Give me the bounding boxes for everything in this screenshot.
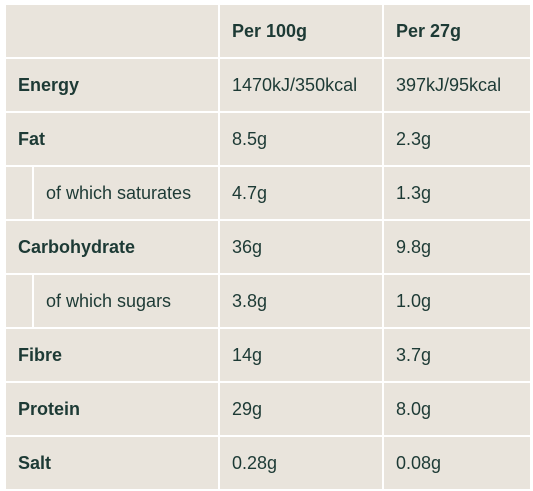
header-label-cell xyxy=(4,3,220,59)
nutrient-label-fibre: Fibre xyxy=(4,327,220,383)
indent-divider xyxy=(7,168,34,218)
nutrient-label-salt: Salt xyxy=(4,435,220,491)
indent-divider xyxy=(7,276,34,326)
value-per-serving: 2.3g xyxy=(382,111,532,167)
nutrient-label-sugars: of which sugars xyxy=(46,290,172,311)
table-row: Energy 1470kJ/350kcal 397kJ/95kcal xyxy=(4,57,532,113)
value-per-100g: 3.8g xyxy=(218,273,384,329)
value-per-100g: 29g xyxy=(218,381,384,437)
value-per-serving: 1.0g xyxy=(382,273,532,329)
value-per-serving: 397kJ/95kcal xyxy=(382,57,532,113)
table-row: Fat 8.5g 2.3g xyxy=(4,111,532,167)
table-row: Fibre 14g 3.7g xyxy=(4,327,532,383)
nutrient-label-saturates: of which saturates xyxy=(46,182,192,203)
table-row: Carbohydrate 36g 9.8g xyxy=(4,219,532,275)
nutrient-sub-cell: of which saturates xyxy=(4,165,220,221)
value-per-serving: 1.3g xyxy=(382,165,532,221)
nutrient-label-fat: Fat xyxy=(4,111,220,167)
nutrient-label-protein: Protein xyxy=(4,381,220,437)
header-per-serving: Per 27g xyxy=(382,3,532,59)
header-row: Per 100g Per 27g xyxy=(4,3,532,59)
value-per-100g: 1470kJ/350kcal xyxy=(218,57,384,113)
value-per-serving: 3.7g xyxy=(382,327,532,383)
value-per-100g: 14g xyxy=(218,327,384,383)
value-per-serving: 8.0g xyxy=(382,381,532,437)
nutrient-sub-cell: of which sugars xyxy=(4,273,220,329)
nutrient-label-carbohydrate: Carbohydrate xyxy=(4,219,220,275)
table-row: of which sugars 3.8g 1.0g xyxy=(4,273,532,329)
value-per-100g: 4.7g xyxy=(218,165,384,221)
table-row: Salt 0.28g 0.08g xyxy=(4,435,532,491)
value-per-serving: 9.8g xyxy=(382,219,532,275)
table-row: Protein 29g 8.0g xyxy=(4,381,532,437)
value-per-100g: 8.5g xyxy=(218,111,384,167)
table-row: of which saturates 4.7g 1.3g xyxy=(4,165,532,221)
value-per-100g: 36g xyxy=(218,219,384,275)
nutrient-label-energy: Energy xyxy=(4,57,220,113)
nutrition-table: Per 100g Per 27g Energy 1470kJ/350kcal 3… xyxy=(4,3,532,491)
value-per-100g: 0.28g xyxy=(218,435,384,491)
header-per-100g: Per 100g xyxy=(218,3,384,59)
value-per-serving: 0.08g xyxy=(382,435,532,491)
